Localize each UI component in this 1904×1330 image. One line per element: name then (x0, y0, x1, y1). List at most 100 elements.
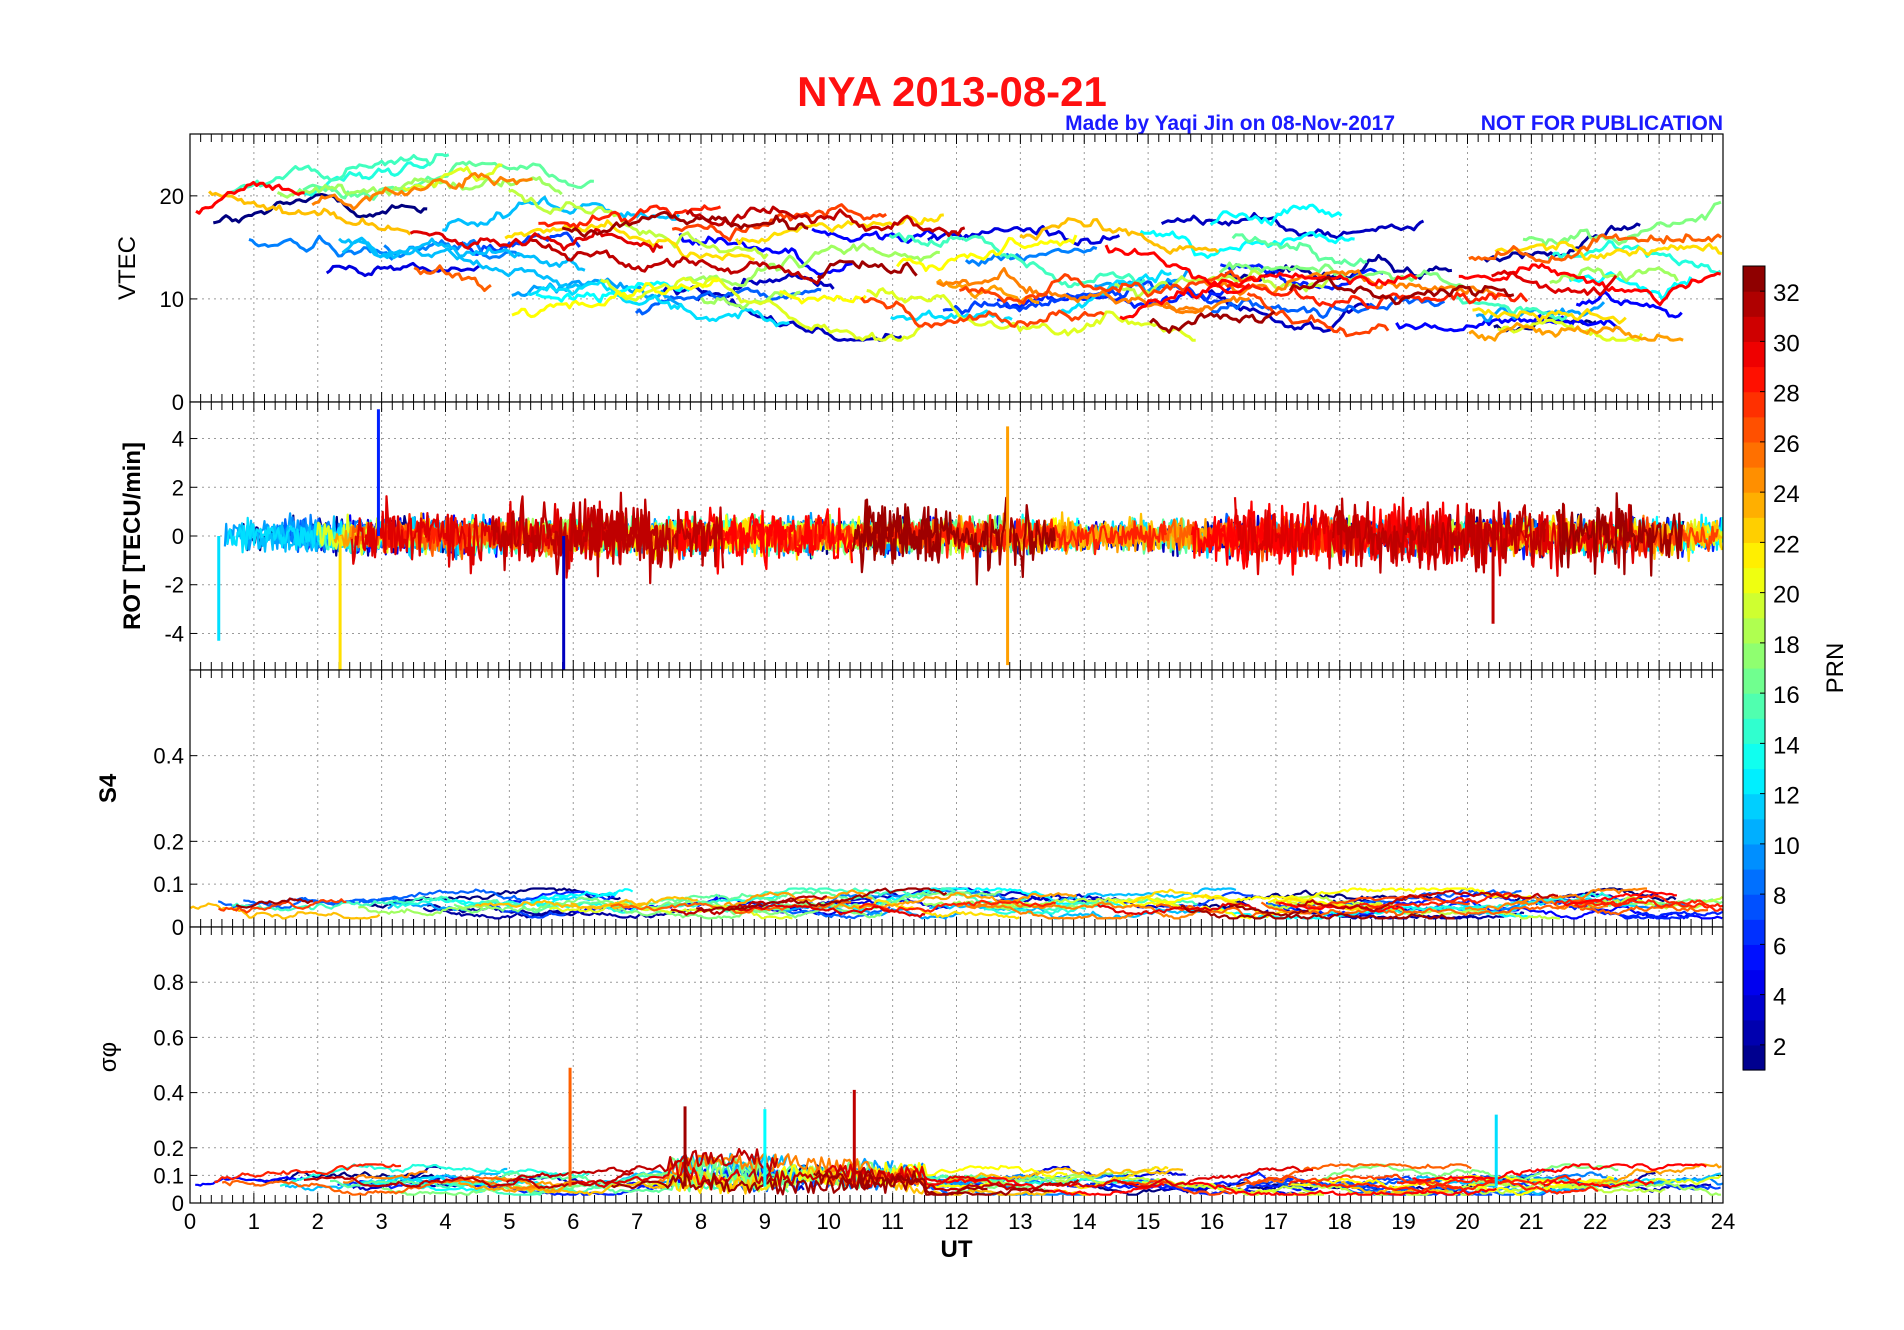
trace-prn-25 (936, 267, 1203, 314)
trace-prn-8 (1210, 295, 1446, 319)
y-tick-label: 0.8 (153, 970, 184, 995)
y-axis-label: ROT [TECU/min] (119, 442, 146, 630)
y-tick-label: 0.2 (153, 1136, 184, 1161)
y-tick-label: 0.4 (153, 1081, 184, 1106)
x-tick-label: 14 (1072, 1209, 1096, 1234)
colorbar-tick-label: 6 (1773, 933, 1786, 960)
x-tick-label: 24 (1711, 1209, 1735, 1234)
colorbar-swatch (1743, 617, 1765, 644)
trace-prn-3 (696, 289, 903, 342)
colorbar-swatch (1743, 944, 1765, 971)
trace-prn-11 (341, 236, 592, 290)
trace-prn-32 (611, 1172, 871, 1196)
chart-title: NYA 2013-08-21 (797, 68, 1107, 115)
colorbar-swatch (1743, 818, 1765, 845)
y-tick-label: 0.2 (153, 829, 184, 854)
x-tick-label: 22 (1583, 1209, 1607, 1234)
x-axis-label: UT (941, 1236, 973, 1263)
x-minor-ticks (189, 670, 1724, 927)
trace-prn-21 (866, 1161, 1068, 1184)
trace-prn-21 (1288, 1174, 1558, 1191)
trace-prn-5 (1575, 290, 1683, 319)
traces (217, 409, 1724, 670)
y-tick-label: 4 (172, 427, 184, 452)
y-tick-label: 0.1 (153, 1163, 184, 1188)
colorbar-swatch (1743, 517, 1765, 543)
trace-prn-12 (527, 278, 790, 328)
trace-prn-32 (561, 210, 809, 238)
trace-prn-17 (381, 1185, 506, 1196)
trace-prn-21 (779, 290, 867, 305)
colorbar-swatch (1743, 441, 1765, 468)
colorbar-swatch (1743, 843, 1765, 870)
trace-prn-29 (1412, 1163, 1707, 1182)
trace-prn-29 (1458, 263, 1722, 307)
x-tick-label: 4 (439, 1209, 451, 1234)
colorbar-swatch (1743, 718, 1765, 744)
trace-prn-28 (1226, 281, 1529, 310)
trace-prn-28 (1396, 1174, 1582, 1188)
trace-prn-31 (529, 238, 824, 285)
x-tick-label: 20 (1455, 1209, 1479, 1234)
colorbar-swatch (1743, 542, 1765, 569)
x-tick-label: 15 (1136, 1209, 1160, 1234)
y-tick-label: 0.1 (153, 872, 184, 897)
trace-prn-29 (1104, 244, 1251, 295)
trace-prn-3 (1160, 212, 1425, 240)
trace-prn-26 (1468, 233, 1723, 264)
trace-prn-30 (1097, 902, 1257, 916)
x-tick-label: 7 (631, 1209, 643, 1234)
colorbar-swatch (1743, 592, 1765, 619)
grid (190, 927, 1723, 1203)
trace-prn-13 (1568, 271, 1693, 301)
panel-vtec: 0 10 20 VTEC (114, 133, 1724, 415)
trace-prn-4 (325, 261, 481, 278)
trace-prn-5 (1395, 314, 1621, 333)
trace-prn-30 (409, 228, 664, 253)
trace-prn-13 (527, 888, 634, 907)
trace-prn-18 (276, 176, 563, 199)
y-tick-label: 0 (172, 390, 184, 415)
colorbar-tick-label: 22 (1773, 531, 1800, 558)
trace-prn-25 (969, 899, 1208, 920)
trace-prn-32 (1149, 310, 1276, 334)
x-tick-label: 3 (376, 1209, 388, 1234)
trace-prn-31 (670, 895, 828, 916)
trace-prn-25 (1162, 295, 1251, 315)
x-tick-label: 17 (1264, 1209, 1288, 1234)
trace-prn-6 (1084, 1183, 1319, 1196)
trace-prn-18 (972, 1166, 1155, 1187)
colorbar-tick-label: 12 (1773, 783, 1800, 810)
notice-text: NOT FOR PUBLICATION (1481, 112, 1723, 135)
trace-prn-28 (214, 1163, 402, 1184)
trace-prn-5 (195, 1175, 304, 1187)
trace-prn-9 (248, 234, 394, 261)
trace-prn-26 (413, 264, 492, 292)
colorbar-tick-label: 2 (1773, 1034, 1786, 1061)
trace-prn-31 (1332, 497, 1547, 574)
trace-prn-17 (1316, 1163, 1619, 1182)
trace-prn-19 (508, 188, 769, 260)
colorbar-swatch (1743, 266, 1765, 292)
trace-prn-27 (1116, 1179, 1239, 1196)
colorbar-tick-label: 16 (1773, 682, 1800, 709)
trace-prn-17 (1522, 200, 1722, 247)
y-tick-label: 2 (172, 475, 184, 500)
x-tick-label: 9 (759, 1209, 771, 1234)
y-tick-label: 10 (160, 287, 184, 312)
trace-prn-30 (1491, 269, 1618, 297)
trace-prn-19 (1303, 1182, 1550, 1196)
trace-prn-28 (1553, 894, 1724, 912)
trace-prn-31 (490, 495, 725, 585)
colorbar-swatch (1743, 567, 1765, 594)
colorbar-swatch (1743, 642, 1765, 669)
trace-prn-25 (956, 901, 1134, 920)
trace-prn-22 (1472, 307, 1627, 325)
colorbar-swatch (1743, 894, 1765, 920)
panel-rot: -4 -2 0 2 4 ROT [TECU/min] (119, 401, 1724, 671)
trace-prn-29 (1563, 889, 1677, 907)
traces (195, 1067, 1724, 1196)
trace-prn-21 (1108, 894, 1362, 911)
trace-prn-15 (888, 232, 1146, 289)
